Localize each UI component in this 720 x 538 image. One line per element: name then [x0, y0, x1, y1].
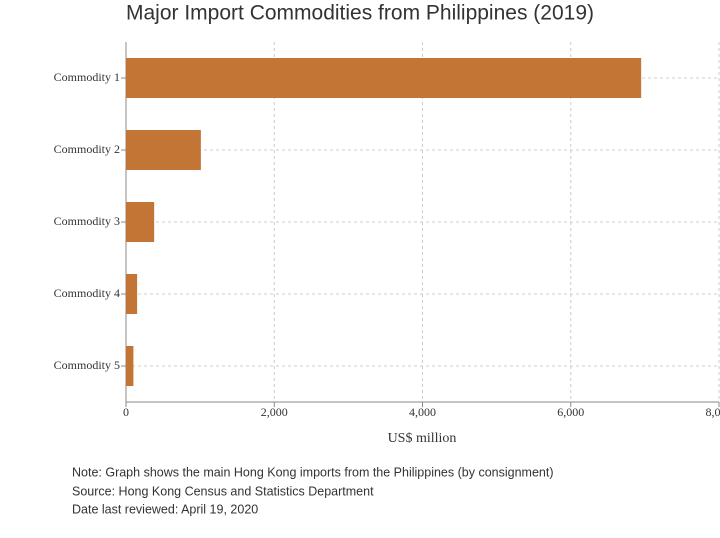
y-tick-label: Commodity 4: [54, 286, 120, 300]
bar: [126, 346, 134, 386]
bar: [126, 274, 138, 314]
note: Note: Graph shows the main Hong Kong imp…: [72, 465, 553, 479]
note: Source: Hong Kong Census and Statistics …: [72, 484, 374, 498]
x-tick-label: 6,000: [557, 405, 584, 419]
bar: [126, 202, 155, 242]
y-tick-label: Commodity 5: [54, 358, 120, 372]
note: Date last reviewed: April 19, 2020: [72, 502, 258, 516]
x-tick-label: 2,000: [261, 405, 288, 419]
x-tick-label: 4,000: [409, 405, 436, 419]
y-tick-label: Commodity 3: [54, 214, 120, 228]
chart-title: Major Import Commodities from Philippine…: [126, 2, 594, 25]
x-axis-label: US$ million: [388, 431, 457, 446]
x-tick-label: 0: [123, 405, 129, 419]
y-tick-label: Commodity 2: [54, 142, 120, 156]
x-tick-label: 8,000: [706, 405, 720, 419]
bar: [126, 130, 201, 170]
y-tick-label: Commodity 1: [54, 70, 120, 84]
bar: [126, 58, 642, 98]
